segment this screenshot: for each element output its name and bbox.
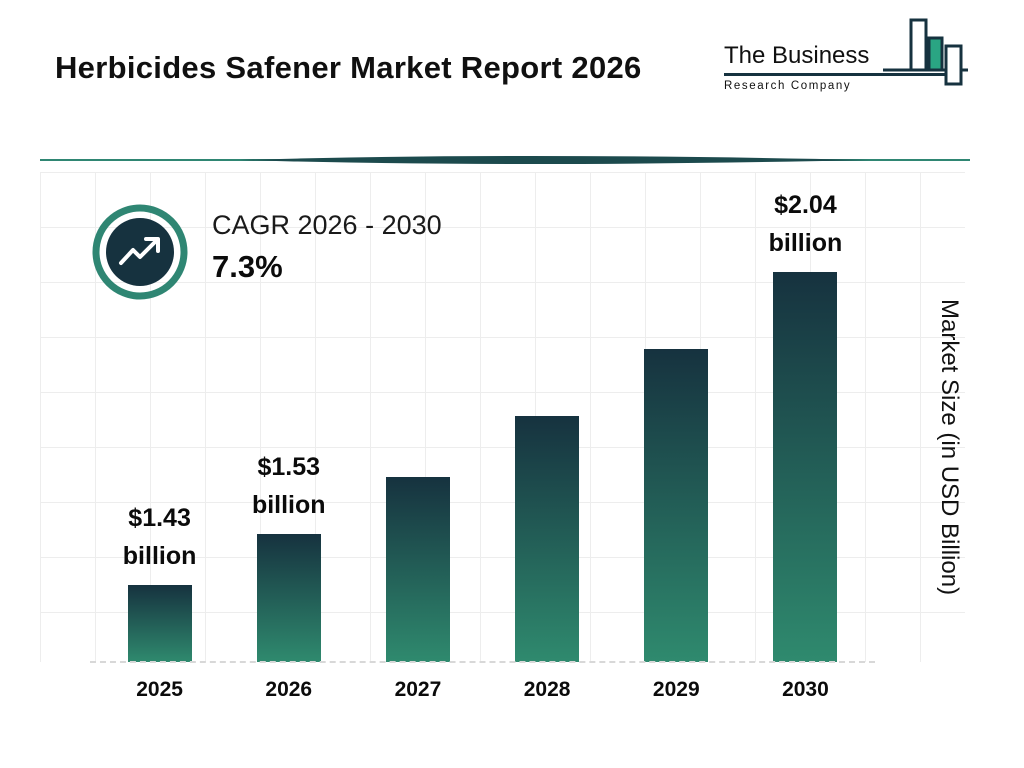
x-tick-2029: 2029 bbox=[652, 678, 700, 701]
bar-value-label-2025: $1.43 billion bbox=[122, 504, 197, 570]
bar-chart-logo-icon bbox=[883, 18, 968, 86]
bar-2027 bbox=[385, 477, 450, 662]
y-axis-label: Market Size (in USD Billion) bbox=[936, 298, 963, 596]
cagr-badge: CAGR 2026 - 2030 7.3% bbox=[90, 202, 442, 302]
bar-2028 bbox=[515, 416, 580, 662]
x-tick-2025: 2025 bbox=[136, 678, 183, 701]
x-axis-labels: 2025 2026 2027 2028 2029 2030 bbox=[95, 678, 870, 702]
bar-value-label-2026: $1.53 billion bbox=[251, 453, 326, 519]
page-title: Herbicides Safener Market Report 2026 bbox=[55, 50, 642, 85]
brand-logo: The Business Research Company bbox=[724, 18, 968, 92]
x-tick-2030: 2030 bbox=[782, 678, 829, 701]
lens-shape bbox=[240, 156, 870, 164]
cagr-text: CAGR 2026 - 2030 7.3% bbox=[212, 202, 442, 285]
brand-logo-rule bbox=[724, 73, 962, 76]
divider-line bbox=[40, 156, 970, 164]
bar-2029 bbox=[644, 349, 709, 662]
chart: CAGR 2026 - 2030 7.3% $1.43 billion $1.53 b… bbox=[40, 172, 965, 732]
cagr-label: CAGR 2026 - 2030 bbox=[212, 210, 442, 240]
x-tick-2026: 2026 bbox=[265, 678, 313, 701]
bar-2025 bbox=[127, 585, 192, 662]
bar-2026 bbox=[256, 534, 321, 662]
bar-column-2026: $1.53 billion bbox=[224, 449, 353, 662]
bar-column-2025: $1.43 billion bbox=[95, 500, 224, 662]
bars: $1.43 billion $1.53 billion $2.04 billion bbox=[95, 187, 870, 662]
brand-name-line1: The Business bbox=[724, 42, 870, 69]
trending-up-icon bbox=[92, 204, 188, 300]
bar-column-2027 bbox=[353, 477, 482, 662]
x-axis-baseline bbox=[90, 661, 875, 663]
bar-value-label-2030: $2.04 billion bbox=[768, 191, 843, 257]
brand-name-line2: Research Company bbox=[724, 80, 852, 92]
bar-column-2028 bbox=[483, 416, 612, 662]
cagr-value: 7.3% bbox=[212, 249, 283, 284]
bar-column-2029 bbox=[612, 349, 741, 662]
bar-column-2030: $2.04 billion bbox=[741, 187, 870, 662]
bar-2030 bbox=[773, 272, 838, 662]
x-tick-2028: 2028 bbox=[523, 678, 571, 701]
x-tick-2027: 2027 bbox=[394, 678, 442, 701]
